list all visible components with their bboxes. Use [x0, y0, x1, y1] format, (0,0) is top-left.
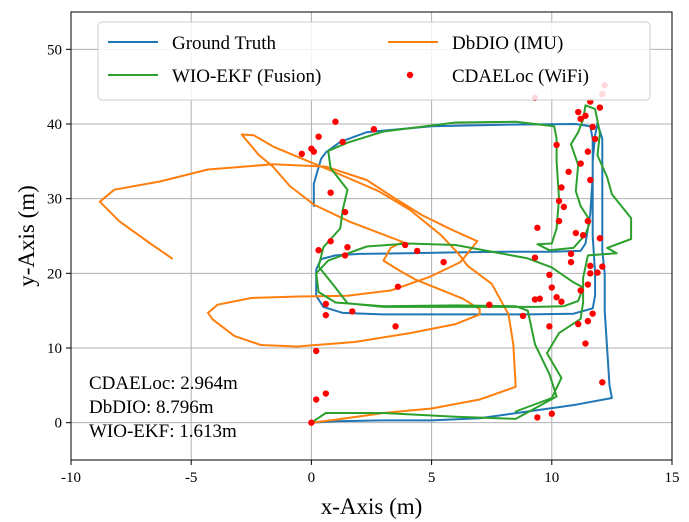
error-annotation: DbDIO: 8.796m [89, 397, 214, 418]
legend: Ground Truth WIO-EKF (Fusion) DbDIO (IMU) C… [97, 21, 651, 101]
y-tick-label: 10 [47, 341, 62, 357]
scatter-point-cdaeloc-wifi [589, 123, 596, 131]
scatter-point-cdaeloc-wifi [567, 250, 575, 258]
scatter-point-cdaeloc-wifi [594, 269, 601, 276]
series-line-dbdio-imu [98, 133, 517, 424]
scatter-point-cdaeloc-wifi [308, 419, 315, 426]
scatter-point-cdaeloc-wifi [310, 148, 318, 155]
scatter-point-cdaeloc-wifi [584, 281, 592, 288]
scatter-point-cdaeloc-wifi [548, 284, 555, 291]
scatter-point-cdaeloc-wifi [572, 229, 580, 237]
scatter-point-cdaeloc-wifi [534, 224, 541, 231]
legend-swatch-marker [406, 71, 414, 79]
scatter-point-cdaeloc-wifi [577, 287, 584, 294]
scatter-point-cdaeloc-wifi [558, 184, 565, 191]
scatter-point-cdaeloc-wifi [349, 308, 356, 315]
x-tick-label: -5 [185, 470, 198, 486]
scatter-point-cdaeloc-wifi [596, 235, 604, 242]
legend-label: DbDIO (IMU) [452, 33, 563, 54]
scatter-point-cdaeloc-wifi [322, 390, 330, 397]
scatter-point-cdaeloc-wifi [555, 197, 563, 205]
legend-label: CDAELoc (WiFi) [452, 66, 589, 87]
scatter-point-cdaeloc-wifi [394, 283, 402, 290]
scatter-point-cdaeloc-wifi [599, 263, 606, 270]
y-tick-label: 50 [47, 42, 62, 58]
scatter-point-cdaeloc-wifi [534, 414, 541, 421]
scatter-point-cdaeloc-wifi [313, 347, 320, 355]
scatter-point-cdaeloc-wifi [553, 294, 560, 301]
axes-frame [70, 11, 673, 461]
scatter-point-cdaeloc-wifi [298, 150, 305, 158]
plot-area: -10 -5 0 5 10 15 0 10 20 30 40 50 x-Axis (m) y-Axis (… [14, 11, 680, 519]
scatter-point-cdaeloc-wifi [344, 244, 351, 251]
scatter-point-cdaeloc-wifi [341, 208, 349, 216]
scatter-point-cdaeloc-wifi [531, 254, 539, 261]
x-tick-label: -10 [61, 470, 81, 486]
scatter-point-cdaeloc-wifi [548, 410, 555, 417]
scatter-point-cdaeloc-wifi [536, 295, 543, 302]
y-tick-label: 20 [47, 266, 62, 282]
scatter-point-cdaeloc-wifi [341, 252, 349, 259]
scatter-point-cdaeloc-wifi [584, 317, 592, 325]
scatter-point-cdaeloc-wifi [440, 258, 447, 266]
scatter-point-cdaeloc-wifi [589, 310, 596, 317]
scatter-point-cdaeloc-wifi [567, 258, 575, 266]
scatter-point-cdaeloc-wifi [519, 312, 527, 320]
x-tick-label: 10 [544, 470, 559, 486]
scatter-point-cdaeloc-wifi [575, 108, 582, 116]
y-tick-label: 0 [55, 416, 63, 432]
y-tick-label: 40 [47, 117, 62, 133]
x-tick-label: 15 [665, 470, 680, 486]
x-tick-label: 0 [308, 470, 316, 486]
scatter-point-cdaeloc-wifi [413, 247, 421, 255]
scatter-point-cdaeloc-wifi [339, 138, 346, 146]
scatter-point-cdaeloc-wifi [575, 320, 582, 328]
legend-box [97, 21, 651, 101]
y-axis-title: y-Axis (m) [14, 185, 39, 287]
error-annotation: CDAELoc: 2.964m [89, 373, 238, 394]
scatter-point-cdaeloc-wifi [584, 217, 592, 225]
scatter-point-cdaeloc-wifi [558, 298, 565, 305]
series-line-ground-truth [310, 122, 613, 424]
scatter-point-cdaeloc-wifi [560, 203, 568, 211]
legend-label: Ground Truth [172, 33, 276, 54]
scatter-point-cdaeloc-wifi [577, 115, 584, 122]
scatter-point-cdaeloc-wifi [546, 271, 553, 279]
scatter-point-cdaeloc-wifi [579, 232, 587, 239]
scatter-point-cdaeloc-wifi [555, 217, 563, 225]
scatter-point-cdaeloc-wifi [596, 104, 604, 111]
x-tick-label: 5 [428, 470, 436, 486]
scatter-point-cdaeloc-wifi [587, 176, 594, 184]
scatter-point-cdaeloc-wifi [327, 238, 334, 245]
scatter-point-cdaeloc-wifi [591, 135, 599, 143]
scatter-point-cdaeloc-wifi [370, 126, 378, 133]
series-line-wio-ekf-fusion [310, 104, 633, 424]
scatter-point-cdaeloc-wifi [332, 118, 339, 125]
scatter-point-cdaeloc-wifi [313, 396, 320, 403]
scatter-point-cdaeloc-wifi [587, 270, 594, 277]
legend-label: WIO-EKF (Fusion) [172, 66, 321, 87]
scatter-point-cdaeloc-wifi [584, 148, 592, 155]
scatter-point-cdaeloc-wifi [565, 168, 572, 175]
scatter-point-cdaeloc-wifi [553, 141, 560, 149]
scatter-point-cdaeloc-wifi [582, 112, 589, 119]
x-axis-title: x-Axis (m) [321, 494, 423, 519]
scatter-point-cdaeloc-wifi [582, 340, 589, 347]
y-tick-label: 30 [47, 192, 62, 208]
scatter-point-cdaeloc-wifi [392, 323, 399, 330]
scatter-point-cdaeloc-wifi [587, 262, 594, 270]
scatter-point-cdaeloc-wifi [486, 301, 493, 308]
scatter-point-cdaeloc-wifi [546, 323, 553, 330]
scatter-point-cdaeloc-wifi [577, 160, 584, 167]
error-annotation: WIO-EKF: 1.613m [89, 421, 237, 442]
scatter-point-cdaeloc-wifi [315, 246, 322, 254]
scatter-point-cdaeloc-wifi [315, 133, 322, 140]
scatter-point-cdaeloc-wifi [599, 379, 606, 386]
scatter-point-cdaeloc-wifi [531, 296, 539, 303]
scatter-point-cdaeloc-wifi [322, 300, 330, 308]
scatter-point-cdaeloc-wifi [401, 241, 409, 249]
scatter-point-cdaeloc-wifi [322, 311, 330, 319]
scatter-point-cdaeloc-wifi [327, 189, 334, 196]
